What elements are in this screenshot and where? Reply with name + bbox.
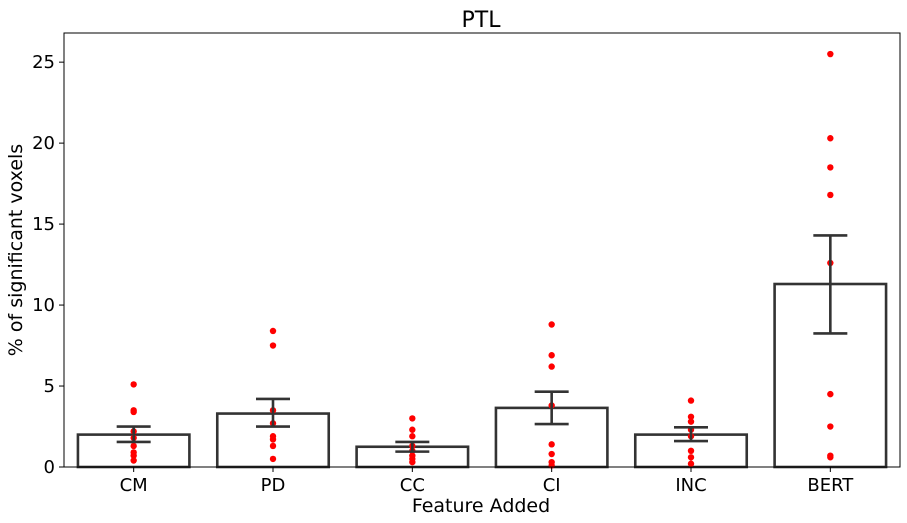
data-point-inc — [687, 413, 695, 420]
data-point-inc — [687, 418, 695, 425]
data-point-inc — [687, 454, 695, 461]
data-point-cc — [409, 458, 416, 466]
x-tick-label: CC — [400, 475, 425, 496]
data-point-bert — [827, 50, 834, 58]
data-point-inc — [687, 460, 695, 467]
data-point-cm — [130, 381, 137, 388]
data-point-inc — [687, 447, 695, 455]
data-point-pd — [269, 327, 277, 335]
data-point-pd — [269, 436, 277, 443]
data-point-ci — [548, 321, 555, 328]
data-point-bert — [827, 135, 834, 142]
data-point-bert — [827, 191, 834, 199]
data-point-cm — [130, 442, 137, 450]
y-tick-label: 5 — [44, 376, 55, 397]
data-point-pd — [269, 455, 277, 463]
data-point-bert — [827, 454, 834, 461]
y-axis: 0 5 10 15 20 25 — [32, 52, 64, 478]
y-tick-label: 15 — [32, 214, 55, 235]
chart-title: PTL — [462, 8, 502, 33]
bars-layer — [76, 282, 888, 469]
x-tick-label: CM — [120, 475, 148, 496]
data-point-pd — [269, 342, 277, 349]
x-tick-label: BERT — [807, 475, 854, 496]
y-axis-label: % of significant voxels — [5, 144, 27, 356]
data-point-cm — [130, 452, 137, 459]
y-tick-label: 20 — [32, 133, 55, 154]
data-point-ci — [548, 352, 555, 359]
data-point-cm — [130, 457, 137, 464]
x-tick-label: PD — [261, 475, 286, 496]
data-point-bert — [827, 390, 834, 398]
data-point-ci — [548, 441, 555, 448]
x-axis: CM PD CC CI INC BERT — [120, 467, 854, 496]
y-tick-label: 0 — [44, 457, 55, 478]
data-point-cc — [409, 415, 416, 422]
data-point-pd — [269, 442, 277, 450]
x-tick-label: CI — [543, 475, 561, 496]
x-tick-label: INC — [675, 475, 706, 496]
error-bars-layer — [116, 234, 848, 453]
data-point-ci — [548, 450, 555, 458]
data-point-cc — [409, 426, 416, 433]
plot-frame — [63, 32, 901, 468]
data-point-bert — [827, 423, 834, 430]
data-point-ci — [548, 363, 555, 370]
points-layer — [130, 50, 834, 469]
data-point-bert — [827, 164, 834, 171]
data-point-inc — [687, 397, 695, 404]
data-point-cm — [130, 408, 137, 416]
data-point-cc — [409, 433, 416, 440]
x-axis-label: Feature Added — [412, 495, 550, 517]
y-tick-label: 10 — [32, 295, 55, 316]
y-tick-label: 25 — [32, 52, 55, 73]
